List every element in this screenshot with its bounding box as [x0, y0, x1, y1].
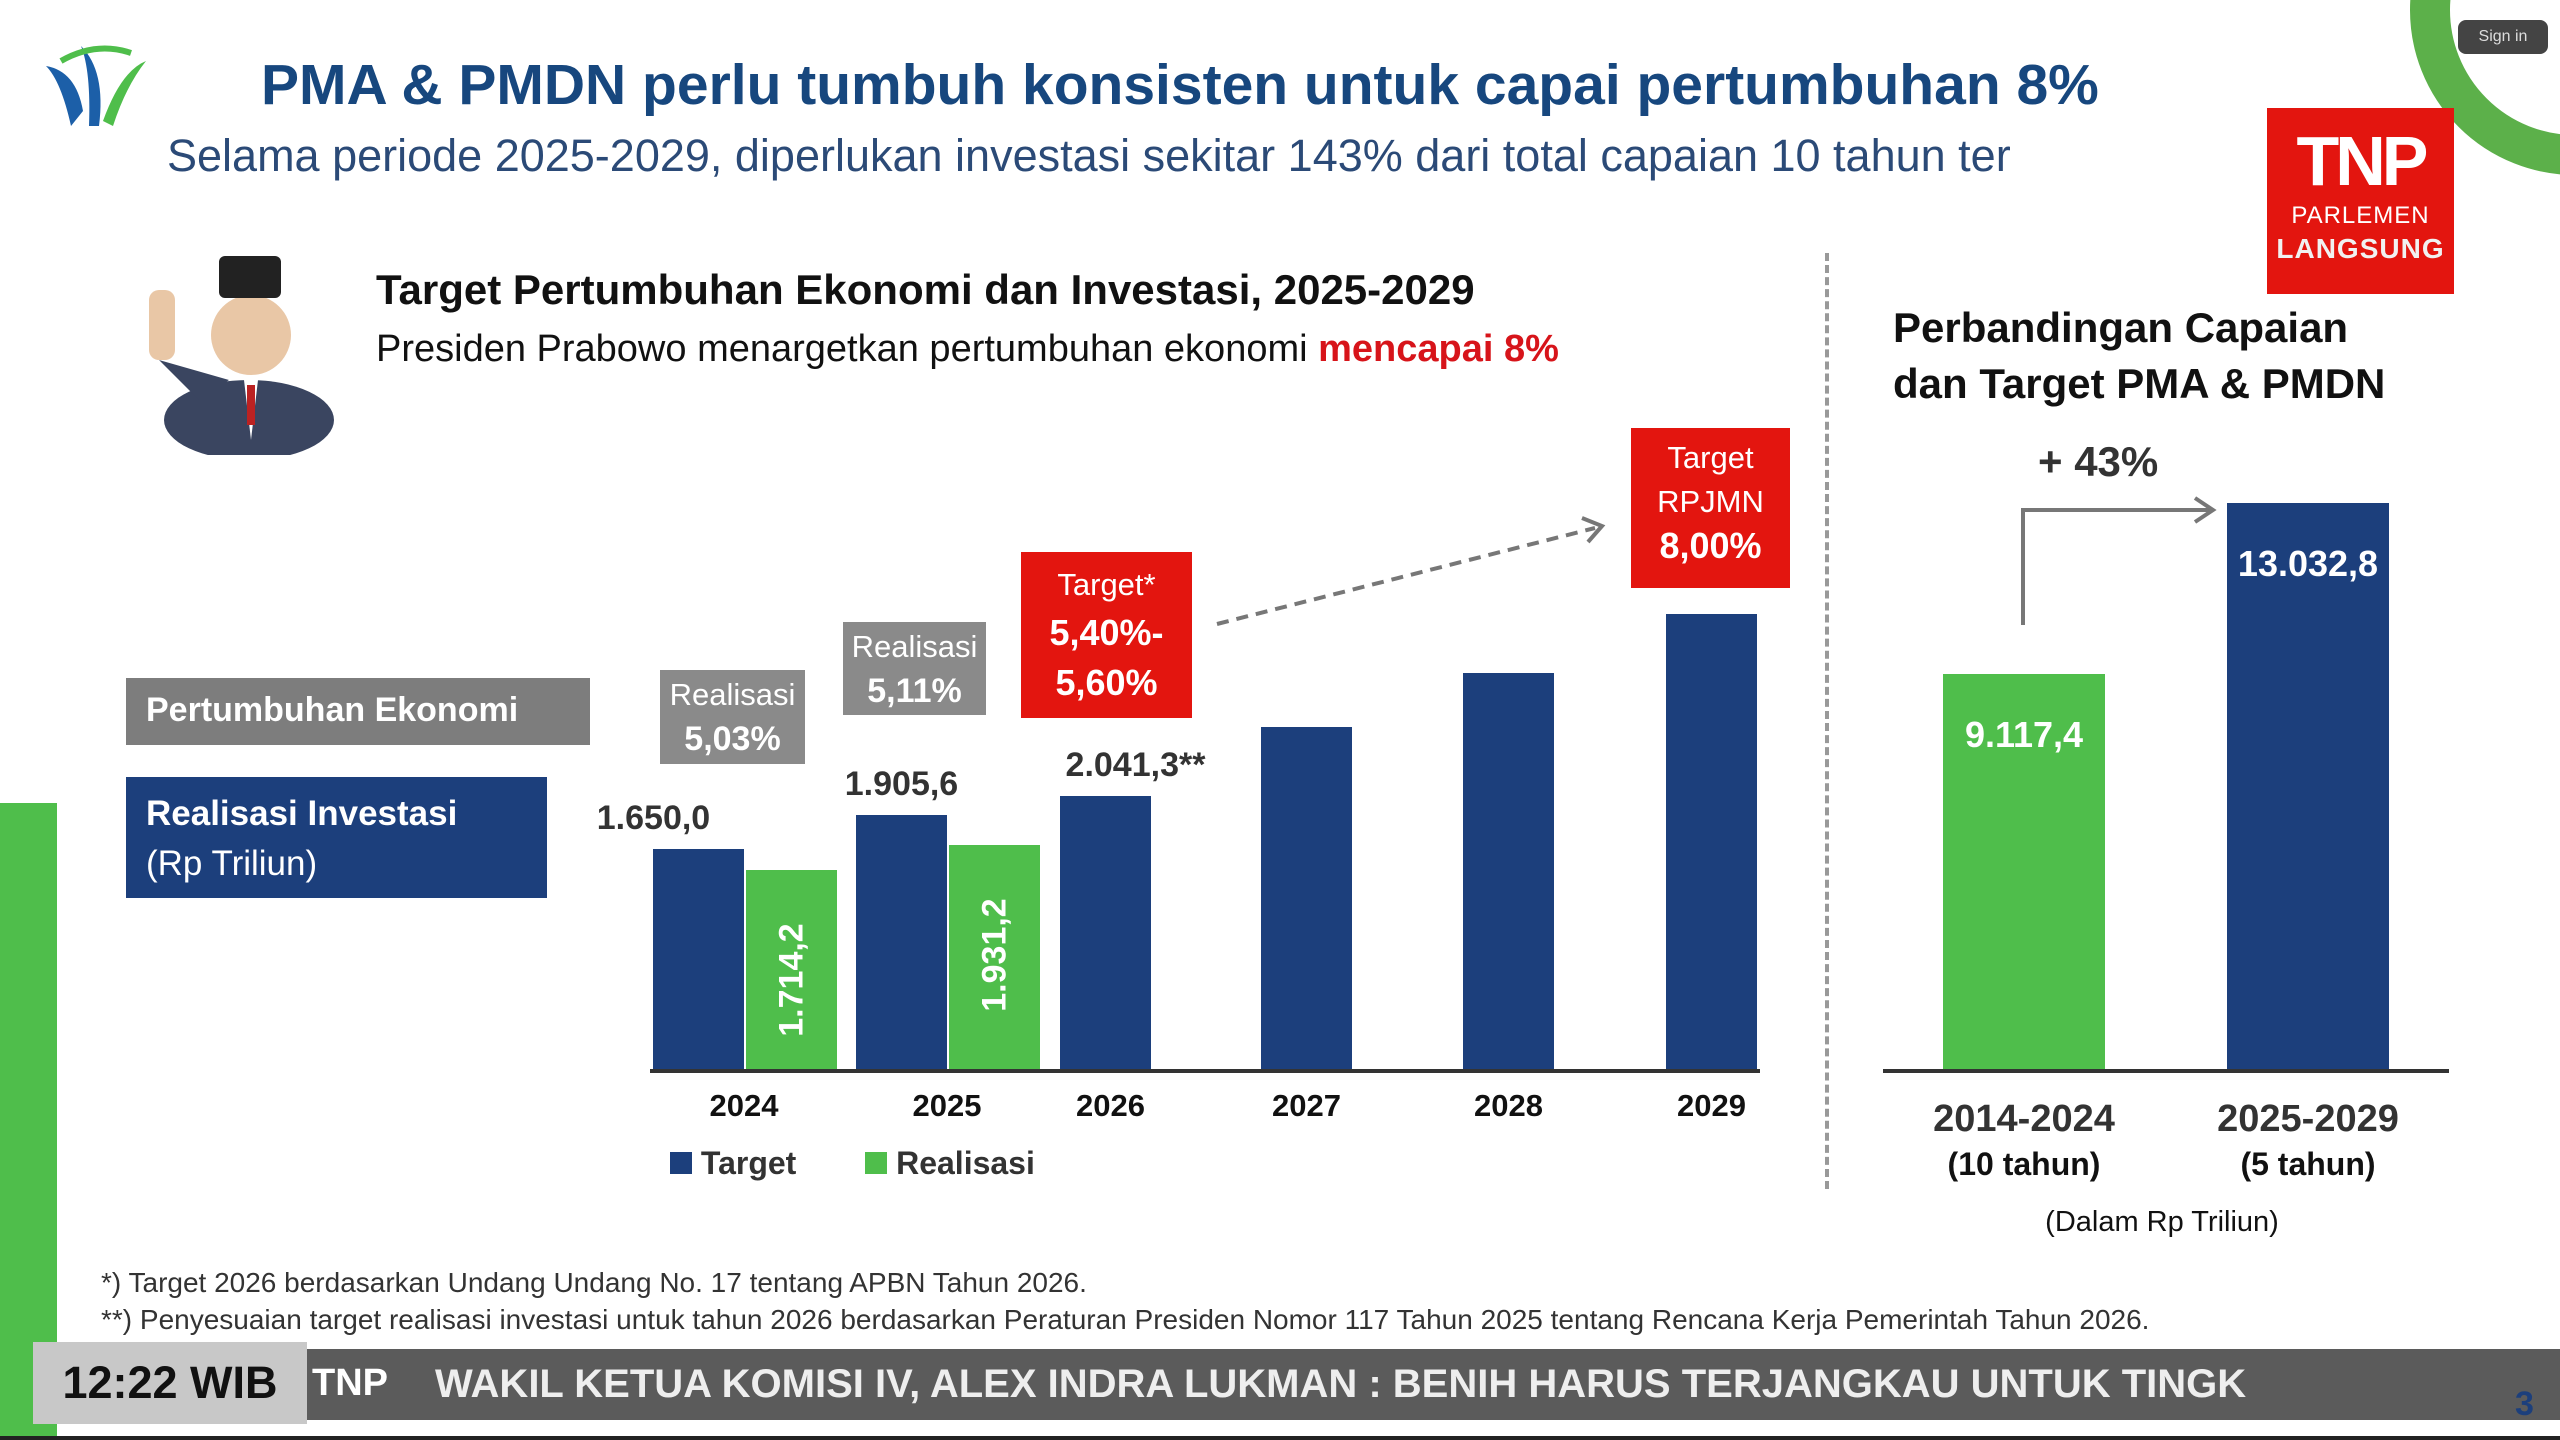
ticker-text: WAKIL KETUA KOMISI IV, ALEX INDRA LUKMAN…: [435, 1362, 2247, 1406]
page-title: PMA & PMDN perlu tumbuh konsisten untuk …: [261, 53, 2099, 117]
bar-target-2025: [856, 814, 947, 1071]
legend-target: Target: [670, 1145, 796, 1181]
growth-box-2029: Target RPJMN 8,00%: [1631, 428, 1790, 588]
legend-realisasi: Realisasi: [865, 1145, 1035, 1181]
growth-box-2026: Target* 5,40%- 5,60%: [1021, 552, 1192, 718]
label-target-2026: 2.041,3**: [1065, 746, 1206, 785]
clock: 12:22 WIB: [33, 1342, 307, 1424]
growth-label: Pertumbuhan Ekonomi: [126, 678, 590, 745]
year-label-2028: 2028: [1474, 1088, 1543, 1123]
page-number: 3: [2515, 1385, 2534, 1423]
label-realisasi-2025: 1.931,2: [975, 898, 1013, 1012]
increase-arrow: [2021, 496, 2217, 625]
year-label-2027: 2027: [1272, 1088, 1341, 1123]
footnote-2: **) Penyesuaian target realisasi investa…: [101, 1304, 2150, 1335]
label-target-2024: 1.650,0: [596, 799, 711, 837]
value-label-2025-2029: 13.032,8: [2237, 543, 2379, 584]
year-label-2025: 2025: [912, 1088, 982, 1123]
investment-label: Realisasi Investasi (Rp Triliun): [126, 777, 547, 898]
right-chart-title: Perbandingan Capaian dan Target PMA & PMD…: [1893, 304, 2386, 407]
bar-target-2024: [653, 849, 744, 1071]
bar-target-2026: [1060, 796, 1151, 1071]
bottom-strip: [0, 1436, 2560, 1440]
year-label-2026: 2026: [1076, 1088, 1145, 1123]
period-label-2025-2029: 2025-2029: [2217, 1098, 2399, 1140]
label-realisasi-2024: 1.714,2: [772, 923, 810, 1038]
growth-box-2024: Realisasi 5,03%: [660, 670, 805, 764]
bar-target-2027: [1261, 727, 1352, 1071]
ticker-logo: TNP: [312, 1362, 388, 1404]
chart-baseline: [650, 1069, 1760, 1073]
right-baseline: [1883, 1069, 2449, 1073]
value-label-2014-2024: 9.117,4: [1964, 713, 2084, 755]
bar-2014-2024: [1943, 673, 2105, 1071]
period-label-2014-2024: 2014-2024: [1933, 1098, 2115, 1140]
sign-in-button[interactable]: Sign in: [2458, 20, 2548, 54]
left-chart-title: Target Pertumbuhan Ekonomi dan Investasi…: [376, 266, 1475, 313]
growth-box-2025: Realisasi 5,11%: [843, 622, 986, 715]
trend-arrow: [1216, 516, 1606, 626]
year-label-2029: 2029: [1677, 1088, 1746, 1123]
bar-target-2029: [1666, 614, 1757, 1071]
label-target-2025: 1.905,6: [844, 764, 959, 803]
year-label-2024: 2024: [709, 1088, 779, 1123]
decorative-arc: [2410, 0, 2560, 175]
news-ticker: [300, 1349, 2560, 1420]
bar-2025-2029: [2227, 503, 2389, 1071]
ministry-logo: [46, 45, 146, 126]
period-sublabel-2025-2029: (5 tahun): [2240, 1146, 2376, 1182]
footnote-1: *) Target 2026 berdasarkan Undang Undang…: [101, 1267, 1087, 1298]
period-sublabel-2014-2024: (10 tahun): [1947, 1146, 2101, 1182]
live-label: LANGSUNG: [2276, 233, 2445, 264]
bar-realisasi-2024: [746, 870, 837, 1071]
tnp-logo: TNP PARLEMEN LANGSUNG: [2267, 108, 2454, 294]
president-illustration: [149, 256, 334, 455]
left-chart-subtitle: Presiden Prabowo menargetkan pertumbuhan…: [376, 328, 1559, 370]
panel-divider: [1825, 253, 1829, 1189]
increase-label: + 43%: [2038, 438, 2159, 485]
legend: Target Realisasi: [670, 1145, 1035, 1182]
page-subtitle: Selama periode 2025-2029, diperlukan inv…: [167, 130, 2011, 181]
bar-realisasi-2025: [949, 844, 1040, 1071]
green-side-bar: [0, 803, 57, 1440]
unit-note: (Dalam Rp Triliun): [2045, 1206, 2279, 1238]
bar-target-2028: [1463, 673, 1554, 1071]
